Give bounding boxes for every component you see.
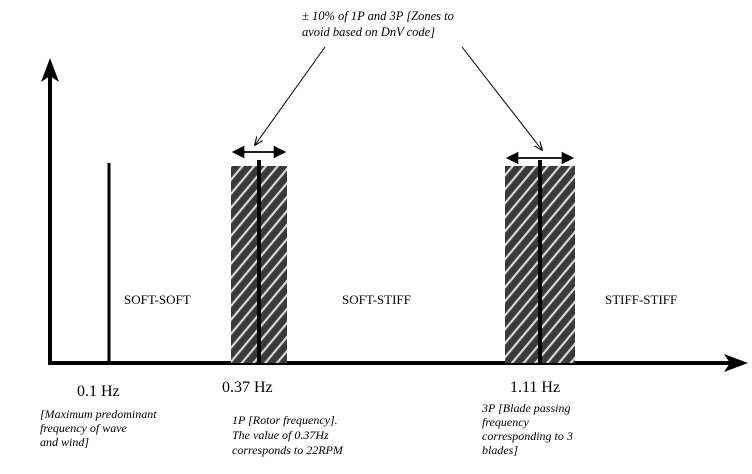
desc-3p-line-2: frequency: [482, 415, 530, 429]
x-axis-arrow: [724, 354, 748, 372]
y-axis-arrow: [41, 58, 59, 82]
freq-label-0-1hz: 0.1 Hz: [77, 383, 120, 400]
callout-line-3p: [461, 46, 542, 150]
region-stiff-stiff: STIFF-STIFF: [605, 292, 677, 307]
desc-3p-line-3: corresponding to 3: [482, 429, 573, 443]
region-soft-soft: SOFT-SOFT: [124, 292, 191, 307]
region-soft-stiff: SOFT-STIFF: [342, 292, 411, 307]
annotation-line-1: ± 10% of 1P and 3P [Zones to: [302, 9, 454, 23]
desc-0-1hz-line-3: and wind]: [40, 435, 89, 449]
desc-0-1hz-line-2: frequency of wave: [40, 421, 128, 435]
callout-line-1p: [255, 46, 326, 145]
desc-3p-line-1: 3P [Blade passing: [481, 401, 570, 415]
desc-1p-line-3: corresponds to 22RPM: [232, 443, 344, 457]
freq-label-1-11hz: 1.11 Hz: [510, 379, 560, 396]
desc-1p-line-1: 1P [Rotor frequency].: [232, 413, 338, 427]
freq-label-0-37hz: 0.37 Hz: [222, 379, 273, 396]
desc-3p-line-4: blades]: [482, 443, 518, 457]
annotation-line-2: avoid based on DnV code]: [302, 25, 435, 39]
desc-0-1hz-line-1: [Maximum predominant: [40, 407, 157, 421]
desc-1p-line-2: The value of 0.37Hz: [232, 428, 329, 442]
